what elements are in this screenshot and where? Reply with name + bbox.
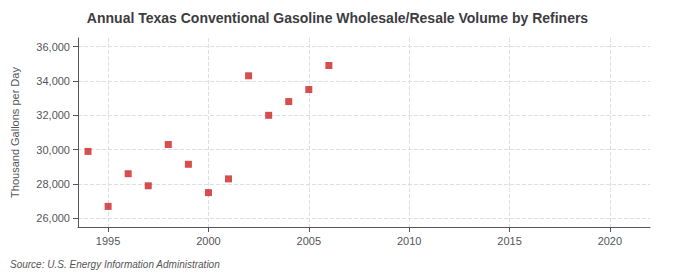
svg-text:2005: 2005 [297,235,321,247]
svg-text:2015: 2015 [497,235,521,247]
svg-text:2000: 2000 [196,235,220,247]
svg-text:36,000: 36,000 [36,41,70,53]
svg-text:Source: U.S. Energy Informatio: Source: U.S. Energy Information Administ… [10,259,220,270]
svg-text:Thousand Gallons per Day: Thousand Gallons per Day [9,67,21,198]
svg-text:34,000: 34,000 [36,75,70,87]
svg-text:2020: 2020 [598,235,622,247]
svg-text:26,000: 26,000 [36,212,70,224]
svg-text:2010: 2010 [397,235,421,247]
svg-text:1995: 1995 [96,235,120,247]
svg-text:32,000: 32,000 [36,109,70,121]
svg-text:28,000: 28,000 [36,178,70,190]
svg-text:30,000: 30,000 [36,144,70,156]
svg-text:Annual Texas Conventional Gaso: Annual Texas Conventional Gasoline Whole… [87,10,589,26]
